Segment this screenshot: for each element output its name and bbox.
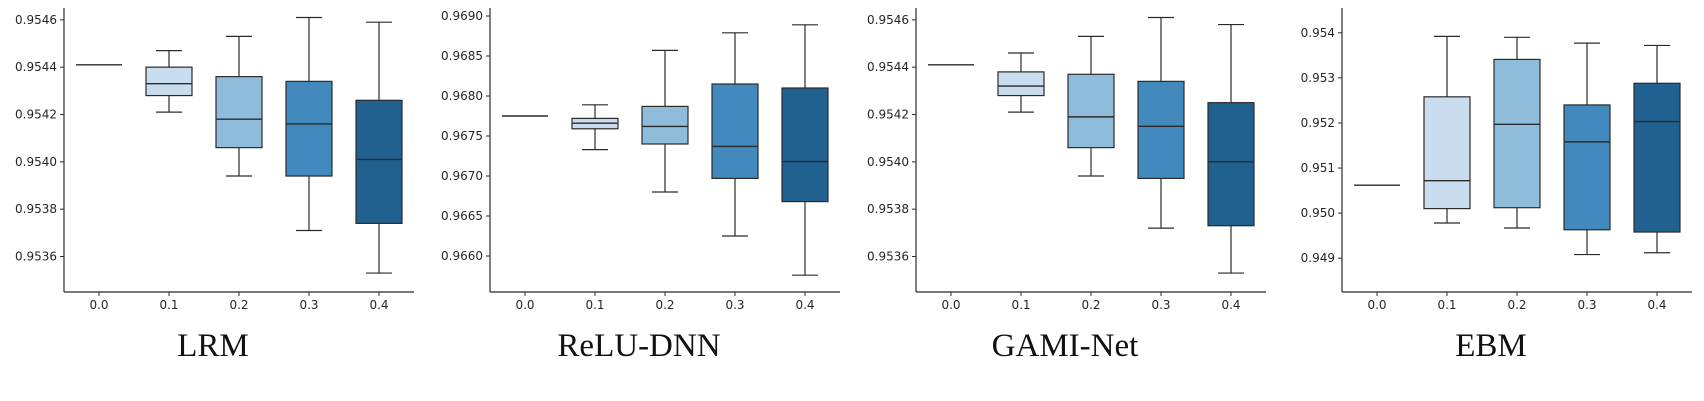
- box-group-0.3: [1563, 42, 1611, 256]
- x-tick-label: 0.4: [1647, 298, 1666, 312]
- y-tick-label: 0.9542: [15, 108, 57, 122]
- x-tick-label: 0.0: [1367, 298, 1386, 312]
- y-tick-label: 0.9690: [441, 9, 483, 23]
- iqr-box: [1493, 58, 1541, 209]
- panel-title-ebm: EBM: [1455, 328, 1527, 364]
- box-group-0.3: [711, 32, 759, 237]
- iqr-box: [641, 105, 689, 145]
- iqr-box: [285, 80, 333, 177]
- x-tick-label: 0.0: [941, 298, 960, 312]
- y-tick-label: 0.9538: [15, 202, 57, 216]
- box-group-0.2: [641, 49, 689, 193]
- box-group-0.2: [1067, 35, 1115, 177]
- y-tick-label: 0.950: [1301, 206, 1335, 220]
- iqr-box: [1067, 73, 1115, 149]
- y-tick-label: 0.9540: [867, 155, 909, 169]
- panel-title-lrm: LRM: [177, 328, 249, 364]
- x-tick-label: 0.0: [89, 298, 108, 312]
- x-tick-label: 0.2: [1507, 298, 1526, 312]
- y-tick-label: 0.9670: [441, 169, 483, 183]
- x-tick-label: 0.4: [369, 298, 388, 312]
- y-tick-label: 0.952: [1301, 116, 1335, 130]
- box-group-0.1: [997, 52, 1045, 113]
- x-tick-label: 0.3: [1151, 298, 1170, 312]
- y-tick-label: 0.9538: [867, 202, 909, 216]
- y-tick-label: 0.9542: [867, 108, 909, 122]
- panel-title-gami-net: GAMI-Net: [991, 328, 1139, 364]
- panel-title-relu-dnn: ReLU-DNN: [557, 328, 721, 364]
- box-group-0.1: [571, 104, 619, 151]
- iqr-box: [145, 66, 193, 97]
- boxplot-panel-lrm: 0.9536 0.9538 0.9540 0.9542 0.9544 0.9546 0.0 0…: [0, 0, 426, 364]
- y-tick-label: 0.9680: [441, 89, 483, 103]
- x-tick-label: 0.3: [725, 298, 744, 312]
- boxplot-panel-relu-dnn: 0.9660 0.9665 0.9670 0.9675 0.9680 0.9685 0.96…: [426, 0, 852, 364]
- box-group-0.3: [1137, 16, 1185, 229]
- x-tick-label: 0.1: [1437, 298, 1456, 312]
- boxplot-ebm: 0.949 0.950 0.951 0.952 0.953 0.954 0.0 0.1 0.2 0…: [1278, 0, 1704, 322]
- y-tick-label: 0.9546: [15, 13, 57, 27]
- boxplot-relu-dnn: 0.9660 0.9665 0.9670 0.9675 0.9680 0.9685 0.96…: [426, 0, 852, 322]
- box-group-0.2: [215, 35, 263, 177]
- x-tick-label: 0.0: [515, 298, 534, 312]
- y-tick-label: 0.9536: [15, 250, 57, 264]
- boxplot-panel-ebm: 0.949 0.950 0.951 0.952 0.953 0.954 0.0 0.1 0.2 0…: [1278, 0, 1704, 364]
- boxplot-lrm: 0.9536 0.9538 0.9540 0.9542 0.9544 0.9546 0.0 0…: [0, 0, 426, 322]
- y-tick-label: 0.9546: [867, 13, 909, 27]
- iqr-box: [781, 87, 829, 203]
- x-tick-label: 0.3: [299, 298, 318, 312]
- x-tick-label: 0.3: [1577, 298, 1596, 312]
- x-tick-label: 0.4: [795, 298, 814, 312]
- x-tick-label: 0.4: [1221, 298, 1240, 312]
- box-group-0.4: [781, 24, 829, 276]
- iqr-box: [997, 71, 1045, 97]
- y-tick-label: 0.9540: [15, 155, 57, 169]
- x-tick-label: 0.2: [229, 298, 248, 312]
- y-tick-label: 0.9536: [867, 250, 909, 264]
- x-tick-label: 0.2: [1081, 298, 1100, 312]
- x-tick-label: 0.1: [159, 298, 178, 312]
- iqr-box: [215, 76, 263, 149]
- iqr-box: [1633, 82, 1681, 233]
- y-tick-label: 0.9544: [867, 60, 909, 74]
- box-group-0.2: [1493, 36, 1541, 229]
- y-tick-label: 0.9665: [441, 209, 483, 223]
- x-tick-label: 0.1: [1011, 298, 1030, 312]
- iqr-box: [355, 99, 403, 224]
- box-group-0.1: [1423, 35, 1471, 224]
- iqr-box: [1563, 104, 1611, 231]
- iqr-box: [1207, 102, 1255, 227]
- y-tick-label: 0.9660: [441, 249, 483, 263]
- iqr-box: [1137, 80, 1185, 180]
- y-tick-label: 0.953: [1301, 71, 1335, 85]
- box-group-0.4: [355, 21, 403, 274]
- y-tick-label: 0.951: [1301, 161, 1335, 175]
- y-tick-label: 0.954: [1301, 26, 1335, 40]
- y-tick-label: 0.949: [1301, 251, 1335, 265]
- y-tick-label: 0.9544: [15, 60, 57, 74]
- x-tick-label: 0.2: [655, 298, 674, 312]
- x-tick-label: 0.1: [585, 298, 604, 312]
- boxplot-gami-net: 0.9536 0.9538 0.9540 0.9542 0.9544 0.9546 0.0 0…: [852, 0, 1278, 322]
- iqr-box: [1423, 96, 1471, 210]
- y-tick-label: 0.9685: [441, 49, 483, 63]
- iqr-box: [711, 83, 759, 180]
- box-group-0.4: [1633, 44, 1681, 254]
- box-group-0.4: [1207, 23, 1255, 274]
- box-group-0.3: [285, 16, 333, 232]
- box-group-0.1: [145, 49, 193, 113]
- boxplot-panel-gami-net: 0.9536 0.9538 0.9540 0.9542 0.9544 0.9546 0.0 0…: [852, 0, 1278, 364]
- y-tick-label: 0.9675: [441, 129, 483, 143]
- figure-row: 0.9536 0.9538 0.9540 0.9542 0.9544 0.9546 0.0 0…: [0, 0, 1704, 364]
